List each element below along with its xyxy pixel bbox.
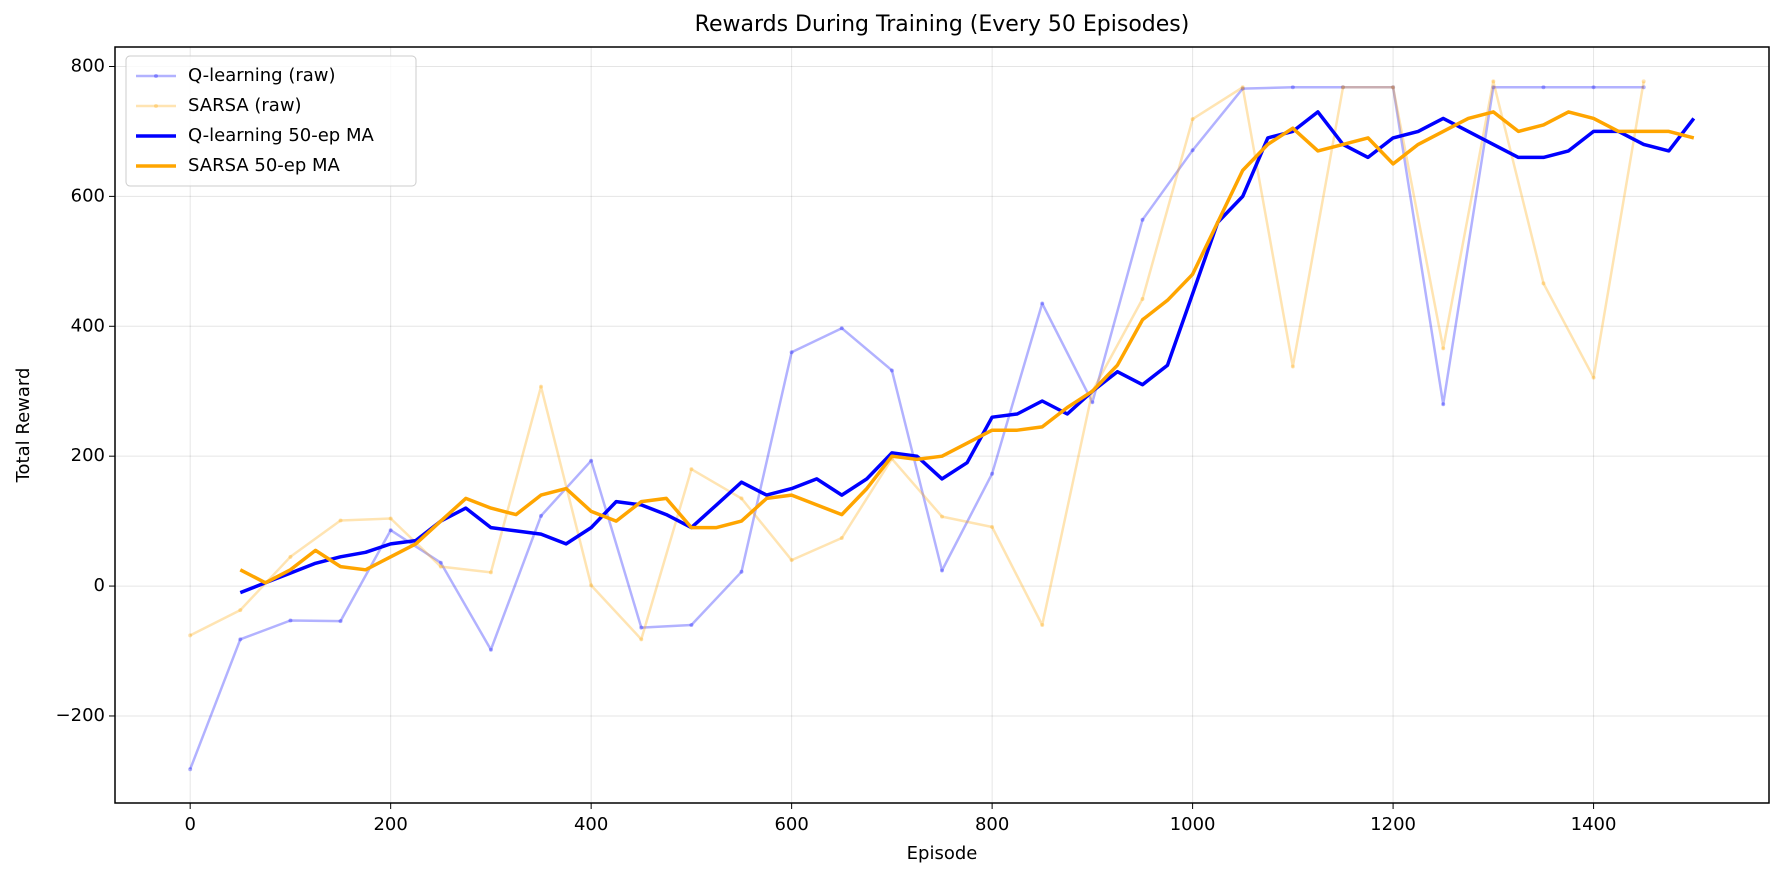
point-marker	[1190, 117, 1195, 122]
point-marker	[839, 536, 844, 541]
legend-marker	[154, 74, 158, 78]
point-marker	[1340, 85, 1345, 90]
point-marker	[338, 619, 343, 624]
x-tick-label: 600	[774, 814, 808, 835]
x-tick-label: 200	[373, 814, 407, 835]
point-marker	[438, 560, 443, 565]
legend-label: Q-learning (raw)	[188, 65, 336, 86]
axes-frame	[114, 46, 1770, 804]
x-tick-label: 1400	[1571, 814, 1617, 835]
x-tick-label: 1000	[1170, 814, 1216, 835]
point-marker	[338, 518, 343, 523]
plot-area	[188, 79, 1696, 772]
series-line	[189, 86, 1644, 770]
point-marker	[1491, 85, 1496, 90]
point-marker	[739, 569, 744, 574]
series-line	[239, 110, 1696, 595]
grid: 0 200 400 600 800 1000 1200 1400 −200 0 200 400 600 8…	[56, 47, 1769, 835]
point-marker	[589, 458, 594, 463]
legend-label: Q-learning 50-ep MA	[188, 125, 374, 146]
point-marker	[1541, 85, 1546, 90]
point-marker	[1190, 148, 1195, 153]
point-marker	[1140, 217, 1145, 222]
point-marker	[1491, 79, 1496, 84]
point-marker	[1040, 623, 1045, 628]
point-marker	[940, 568, 944, 573]
point-marker	[1441, 402, 1446, 407]
legend: Q-learning (raw) SARSA (raw) Q-learning 50…	[125, 55, 417, 187]
point-marker	[1240, 86, 1245, 91]
point-marker	[1591, 85, 1596, 90]
series-line	[239, 110, 1695, 585]
point-marker	[488, 570, 493, 575]
y-axis-label: Total Reward	[13, 368, 34, 484]
point-marker	[1240, 85, 1245, 90]
point-marker	[288, 554, 293, 559]
x-tick-label: 400	[574, 814, 608, 835]
point-marker	[1441, 346, 1446, 351]
point-marker	[839, 326, 844, 331]
y-tick-label: 600	[71, 185, 105, 206]
point-marker	[539, 384, 544, 389]
x-tick-label: 800	[975, 814, 1009, 835]
point-marker	[789, 350, 794, 355]
x-tick-label: 1200	[1370, 814, 1416, 835]
point-marker	[388, 516, 393, 521]
point-marker	[1090, 400, 1095, 405]
point-marker	[1340, 85, 1345, 90]
point-marker	[1140, 297, 1145, 301]
point-marker	[689, 467, 694, 472]
point-marker	[639, 625, 644, 630]
point-marker	[238, 637, 243, 642]
point-marker	[388, 528, 393, 533]
point-marker	[639, 637, 644, 642]
point-marker	[1641, 85, 1646, 90]
y-tick-label: 0	[94, 575, 105, 596]
point-marker	[1541, 281, 1546, 286]
point-marker	[889, 368, 894, 373]
point-marker	[1391, 85, 1396, 90]
point-marker	[689, 623, 694, 628]
legend-label: SARSA (raw)	[188, 95, 302, 116]
point-marker	[1290, 364, 1295, 369]
point-marker	[188, 767, 193, 772]
legend-marker	[154, 104, 158, 108]
y-tick-label: −200	[56, 705, 105, 726]
y-tick-label: 800	[71, 55, 105, 76]
point-marker	[990, 471, 995, 476]
legend-label: SARSA 50-ep MA	[188, 155, 341, 176]
legend-box	[125, 55, 417, 187]
point-marker	[940, 514, 944, 519]
point-marker	[539, 513, 544, 518]
point-marker	[288, 618, 293, 623]
point-marker	[1591, 375, 1596, 380]
y-tick-label: 400	[71, 315, 105, 336]
series-line	[189, 80, 1645, 641]
point-marker	[438, 564, 443, 569]
point-marker	[739, 496, 744, 501]
y-tick-label: 200	[71, 445, 105, 466]
point-marker	[990, 524, 995, 529]
point-marker	[238, 608, 243, 613]
point-marker	[1290, 85, 1295, 90]
point-marker	[1391, 85, 1396, 90]
x-axis-label: Episode	[907, 843, 978, 864]
x-tick-label: 0	[184, 814, 195, 835]
point-marker	[188, 633, 193, 638]
point-marker	[488, 647, 493, 652]
point-marker	[1040, 301, 1045, 306]
point-marker	[1641, 79, 1646, 84]
point-marker	[589, 583, 594, 588]
chart-title: Rewards During Training (Every 50 Episod…	[695, 12, 1190, 37]
point-marker	[789, 558, 794, 563]
